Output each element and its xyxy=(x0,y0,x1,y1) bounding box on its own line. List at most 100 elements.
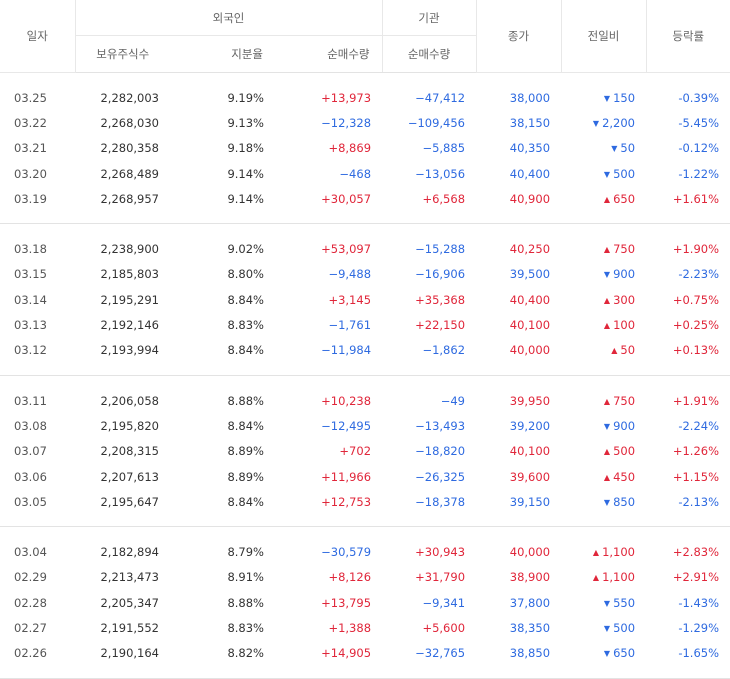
cell-close: 40,000 xyxy=(509,343,551,358)
cell-share-ratio: 9.18% xyxy=(227,141,264,156)
cell-close: 39,200 xyxy=(509,418,551,433)
change-value: 300 xyxy=(613,292,636,307)
cell-rate: -1.65% xyxy=(678,646,720,661)
triangle-down-icon: ▼ xyxy=(603,497,611,507)
change-value: 850 xyxy=(613,494,636,509)
group-spacer xyxy=(0,527,730,540)
cell-close: 38,150 xyxy=(509,115,551,130)
cell-holdings: 2,268,030 xyxy=(100,115,159,130)
cell-rate: -1.29% xyxy=(678,620,720,635)
header-change: 전일비 xyxy=(560,0,647,73)
cell-foreign-net: +702 xyxy=(339,444,372,459)
change-value: 450 xyxy=(613,469,636,484)
header-inst-net: 순매수량 xyxy=(381,35,477,73)
cell-inst-net: −18,820 xyxy=(415,444,466,459)
change-value: 150 xyxy=(613,90,636,105)
cell-date: 03.13 xyxy=(14,318,47,333)
cell-share-ratio: 8.88% xyxy=(227,393,264,408)
table-row: 03.07 2,208,315 8.89% +702 −18,820 40,100 ▲ 500… xyxy=(0,439,730,464)
cell-close: 38,350 xyxy=(509,620,551,635)
table-row: 03.14 2,195,291 8.84% +3,145 +35,368 40,400 ▲ 3… xyxy=(0,287,730,312)
cell-change: ▼ 500 xyxy=(561,615,646,640)
cell-foreign-net: −30,579 xyxy=(321,545,372,560)
cell-date: 03.21 xyxy=(14,141,47,156)
cell-share-ratio: 8.84% xyxy=(227,343,264,358)
group-divider xyxy=(0,514,730,528)
header-institution: 기관 xyxy=(381,0,477,36)
triangle-down-icon: ▼ xyxy=(603,93,611,103)
table-row: 02.28 2,205,347 8.88% +13,795 −9,341 37,800 ▼ 5… xyxy=(0,590,730,615)
table-row: 03.04 2,182,894 8.79% −30,579 +30,943 40,000 ▲… xyxy=(0,539,730,564)
cell-foreign-net: +8,869 xyxy=(328,141,372,156)
cell-change: ▼ 650 xyxy=(561,641,646,666)
cell-holdings: 2,238,900 xyxy=(100,242,159,257)
cell-date: 03.19 xyxy=(14,191,47,206)
triangle-up-icon: ▲ xyxy=(603,295,611,305)
cell-foreign-net: −12,328 xyxy=(321,115,372,130)
cell-date: 03.07 xyxy=(14,444,47,459)
table-row: 03.08 2,195,820 8.84% −12,495 −13,493 39,200 ▼… xyxy=(0,413,730,438)
cell-foreign-net: −1,761 xyxy=(328,318,372,333)
cell-inst-net: −18,378 xyxy=(415,494,466,509)
cell-share-ratio: 9.19% xyxy=(227,90,264,105)
table-row: 03.06 2,207,613 8.89% +11,966 −26,325 39,600 ▲… xyxy=(0,464,730,489)
cell-close: 39,950 xyxy=(509,393,551,408)
cell-change: ▲ 1,100 xyxy=(561,565,646,590)
cell-date: 03.14 xyxy=(14,292,47,307)
cell-change: ▲ 650 xyxy=(561,186,646,211)
change-value: 100 xyxy=(613,318,636,333)
cell-holdings: 2,191,552 xyxy=(100,620,159,635)
cell-inst-net: −13,056 xyxy=(415,166,466,181)
cell-date: 03.22 xyxy=(14,115,47,130)
triangle-down-icon: ▼ xyxy=(603,649,611,659)
cell-change: ▼ 850 xyxy=(561,489,646,514)
cell-foreign-net: +3,145 xyxy=(328,292,372,307)
cell-rate: -1.22% xyxy=(678,166,720,181)
cell-change: ▲ 1,100 xyxy=(561,539,646,564)
table-row: 03.21 2,280,358 9.18% +8,869 −5,885 40,350 ▼ 50… xyxy=(0,136,730,161)
cell-share-ratio: 8.89% xyxy=(227,444,264,459)
cell-foreign-net: −9,488 xyxy=(328,267,372,282)
triangle-down-icon: ▼ xyxy=(603,270,611,280)
cell-rate: -1.43% xyxy=(678,595,720,610)
cell-share-ratio: 8.84% xyxy=(227,418,264,433)
cell-holdings: 2,182,894 xyxy=(100,545,159,560)
cell-date: 03.11 xyxy=(14,393,47,408)
change-value: 550 xyxy=(613,595,636,610)
change-value: 900 xyxy=(613,267,636,282)
change-value: 650 xyxy=(613,191,636,206)
cell-rate: +0.75% xyxy=(672,292,720,307)
cell-rate: -0.39% xyxy=(678,90,720,105)
header-date: 일자 xyxy=(0,0,75,73)
cell-foreign-net: −468 xyxy=(339,166,372,181)
header-close: 종가 xyxy=(475,0,562,73)
cell-rate: -2.23% xyxy=(678,267,720,282)
cell-close: 40,100 xyxy=(509,444,551,459)
change-value: 2,200 xyxy=(602,115,636,130)
triangle-up-icon: ▲ xyxy=(603,447,611,457)
cell-close: 40,350 xyxy=(509,141,551,156)
group-spacer xyxy=(0,375,730,388)
cell-holdings: 2,268,957 xyxy=(100,191,159,206)
cell-rate: -5.45% xyxy=(678,115,720,130)
cell-close: 38,850 xyxy=(509,646,551,661)
cell-share-ratio: 8.83% xyxy=(227,620,264,635)
triangle-down-icon: ▼ xyxy=(603,623,611,633)
header-foreign: 외국인 xyxy=(74,0,383,36)
header-share-ratio: 지분율 xyxy=(170,35,275,73)
cell-share-ratio: 8.84% xyxy=(227,292,264,307)
cell-inst-net: +31,790 xyxy=(415,570,466,585)
cell-foreign-net: +12,753 xyxy=(321,494,372,509)
header-holdings: 보유주식수 xyxy=(74,35,170,73)
change-value: 1,100 xyxy=(602,545,636,560)
cell-foreign-net: +14,905 xyxy=(321,646,372,661)
cell-share-ratio: 8.84% xyxy=(227,494,264,509)
cell-close: 40,400 xyxy=(509,292,551,307)
group-divider xyxy=(0,665,730,679)
cell-date: 03.18 xyxy=(14,242,47,257)
cell-rate: +0.25% xyxy=(672,318,720,333)
table-row: 03.05 2,195,647 8.84% +12,753 −18,378 39,150 ▼… xyxy=(0,489,730,514)
cell-rate: +1.15% xyxy=(672,469,720,484)
cell-inst-net: −15,288 xyxy=(415,242,466,257)
change-value: 750 xyxy=(613,242,636,257)
